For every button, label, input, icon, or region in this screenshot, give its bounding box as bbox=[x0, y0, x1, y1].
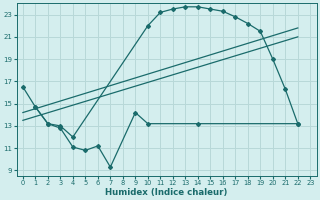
X-axis label: Humidex (Indice chaleur): Humidex (Indice chaleur) bbox=[105, 188, 228, 197]
